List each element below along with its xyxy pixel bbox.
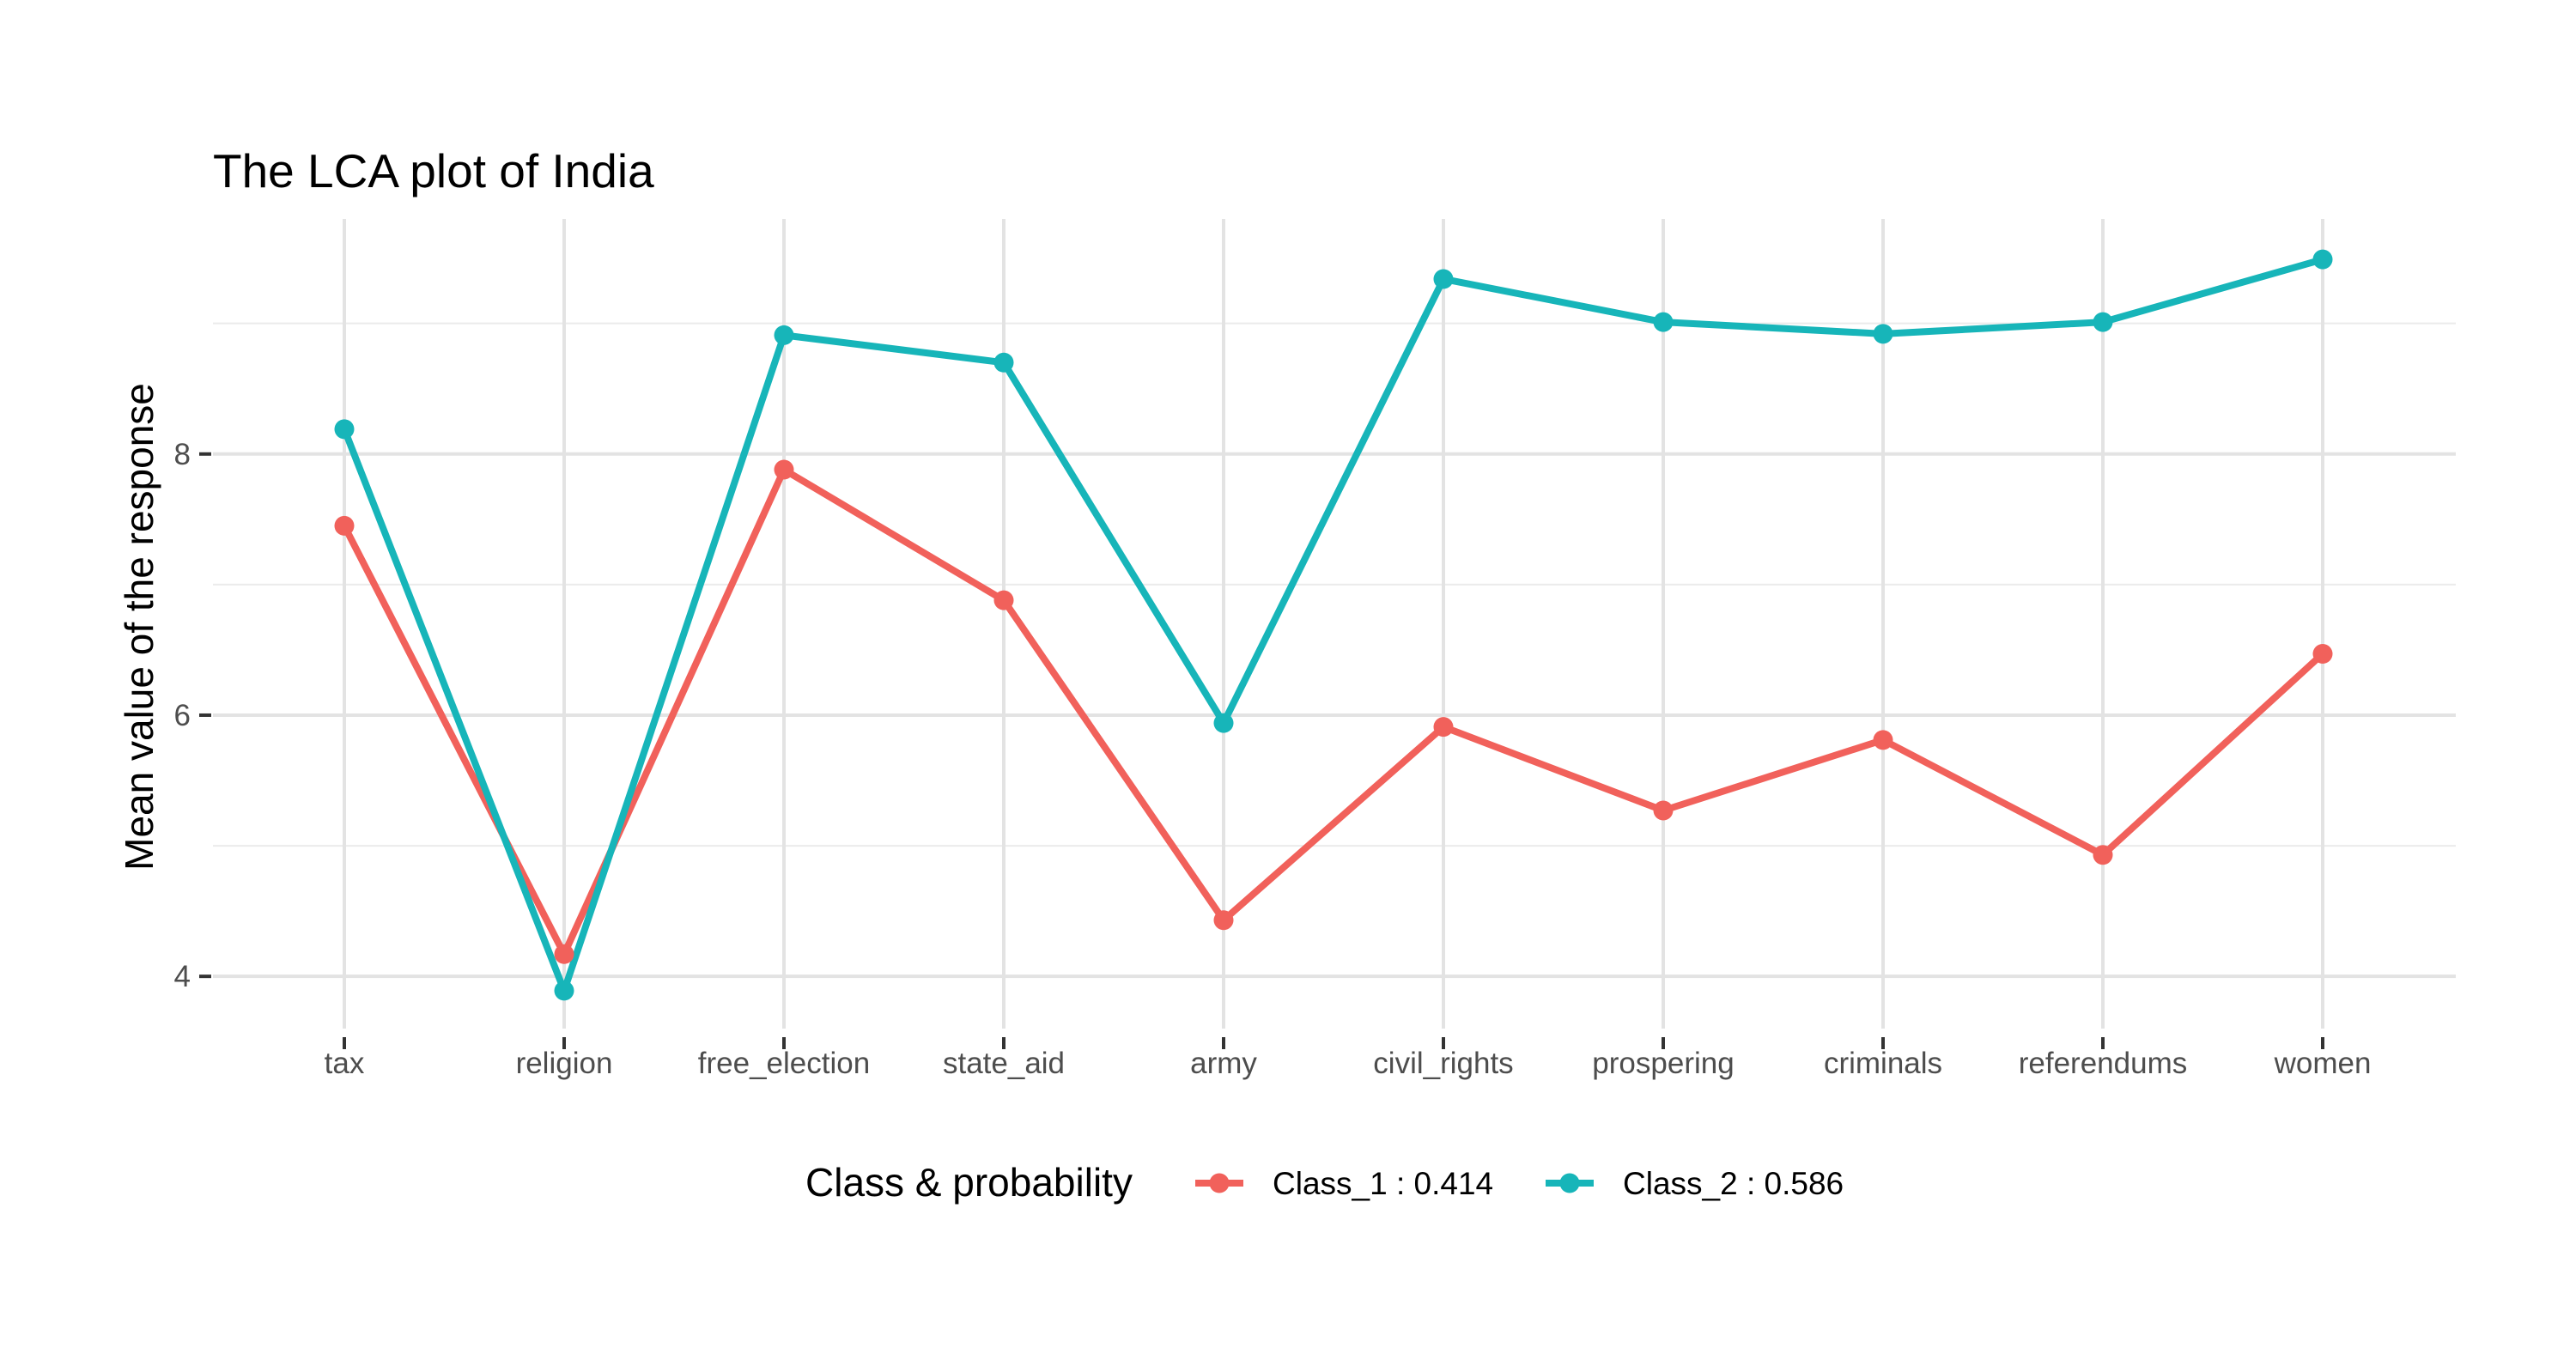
- x-tick-label: state_aid: [943, 1047, 1065, 1080]
- data-point-class-2: [2093, 312, 2113, 332]
- y-tick-label: 4: [174, 960, 191, 993]
- x-tick-label: religion: [516, 1047, 613, 1080]
- y-axis: 4 6 8: [174, 438, 211, 993]
- y-tick-label: 8: [174, 438, 191, 471]
- data-point-class-1: [1873, 730, 1893, 750]
- data-point-class-1: [2312, 643, 2333, 664]
- data-point-class-2: [993, 352, 1014, 373]
- legend-title: Class & probability: [805, 1160, 1133, 1205]
- x-tick-label: tax: [325, 1047, 365, 1080]
- data-point-class-1: [1433, 717, 1454, 738]
- data-point-class-1: [1213, 910, 1234, 931]
- x-tick-label: free_election: [698, 1047, 870, 1080]
- y-axis-title: Mean value of the response: [117, 383, 161, 871]
- chart-title: The LCA plot of India: [213, 144, 654, 197]
- major-gridlines: [213, 219, 2456, 1029]
- x-tick-label: army: [1190, 1047, 1257, 1080]
- data-point-class-1: [774, 459, 794, 480]
- data-point-class-2: [1213, 713, 1234, 733]
- minor-gridlines: [213, 322, 2456, 847]
- data-point-class-1: [993, 590, 1014, 610]
- series-lines: [341, 256, 2326, 994]
- x-tick-label: referendums: [2019, 1047, 2187, 1080]
- data-point-class-2: [774, 325, 794, 345]
- x-tick-label: women: [2274, 1047, 2372, 1080]
- x-tick-label: prospering: [1592, 1047, 1734, 1080]
- x-tick-label: civil_rights: [1373, 1047, 1513, 1080]
- x-axis: tax religion free_election state_aid army civ…: [325, 1037, 2372, 1080]
- data-point-class-2: [1873, 324, 1893, 344]
- legend-key-point: [1559, 1173, 1580, 1193]
- data-point-class-2: [1433, 269, 1454, 289]
- legend-label: Class_1 : 0.414: [1273, 1166, 1493, 1201]
- data-point-class-1: [2093, 845, 2113, 865]
- legend-label: Class_2 : 0.586: [1623, 1166, 1844, 1201]
- data-point-class-2: [554, 980, 574, 1001]
- x-tick-label: criminals: [1824, 1047, 1942, 1080]
- data-point-class-1: [1653, 800, 1674, 821]
- data-point-class-2: [2312, 249, 2333, 270]
- data-point-class-2: [1653, 312, 1674, 332]
- legend: Class_1 : 0.414 Class_2 : 0.586: [1195, 1166, 1844, 1201]
- data-point-class-1: [334, 515, 355, 536]
- series-points: [334, 249, 2333, 1001]
- data-point-class-1: [554, 944, 574, 964]
- series-line-class-2: [341, 256, 2326, 994]
- data-point-class-2: [334, 419, 355, 440]
- legend-key-point: [1209, 1173, 1230, 1193]
- y-tick-label: 6: [174, 699, 191, 732]
- series-line-class-1: [341, 466, 2326, 958]
